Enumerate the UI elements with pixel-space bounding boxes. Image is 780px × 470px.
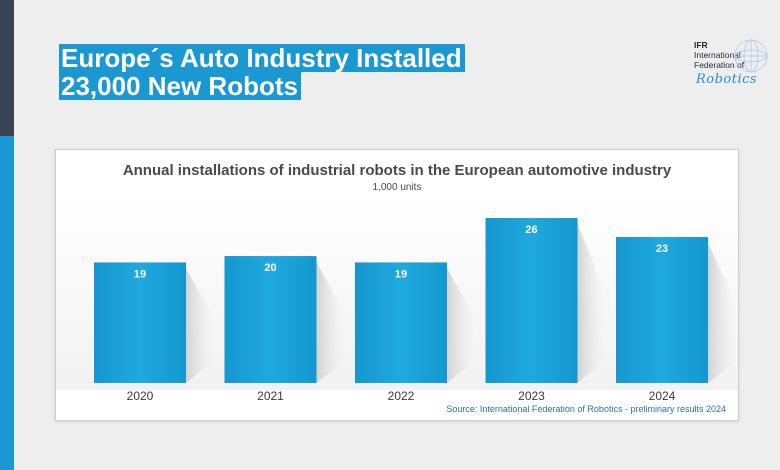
logo-script-robotics: Robotics — [696, 72, 758, 87]
ifr-logo: IFR International Federation of Robotics — [694, 39, 772, 92]
chart-card: 19 20 19 26 23 2020 2021 2022 2023 2024 Annual i… — [55, 149, 739, 421]
data-label-2022: 19 — [395, 268, 407, 280]
x-tick-label-2020: 2020 — [127, 389, 154, 403]
bar-shadow — [186, 268, 214, 383]
x-tick-label-2024: 2024 — [649, 389, 676, 403]
headline-line-2: 23,000 New Robots — [59, 72, 301, 100]
bar-2021 — [224, 256, 317, 383]
bar-shadow — [577, 224, 606, 383]
chart-title: Annual installations of industrial robot… — [122, 162, 672, 179]
x-tick-label-2021: 2021 — [257, 389, 284, 403]
bar-shadow — [708, 243, 736, 383]
data-label-2020: 19 — [134, 268, 146, 280]
bar-2020 — [94, 262, 186, 383]
data-label-2023: 26 — [525, 224, 537, 236]
data-label-2024: 23 — [656, 243, 668, 255]
logo-text-ifr: IFR — [694, 40, 708, 50]
bar-shadow — [316, 262, 345, 383]
logo-text-federation: Federation of — [694, 60, 745, 70]
sidebar-blue-stripe — [0, 136, 14, 470]
logo-text-international: International — [694, 50, 741, 60]
x-tick-label-2022: 2022 — [388, 389, 415, 403]
headline-line-1: Europe´s Auto Industry Installed — [59, 44, 465, 72]
bar-2022 — [355, 262, 447, 383]
bar-shadow — [447, 268, 475, 383]
chart-source-note: Source: International Federation of Robo… — [446, 404, 726, 414]
headline: Europe´s Auto Industry Installed 23,000 … — [59, 44, 465, 100]
sidebar-dark-stripe — [0, 0, 14, 136]
x-tick-label-2023: 2023 — [518, 389, 545, 403]
chart-subtitle: 1,000 units — [372, 182, 422, 193]
bar-chart: 19 20 19 26 23 2020 2021 2022 2023 2024 — [56, 190, 738, 403]
globe-icon — [734, 39, 768, 73]
bar-2024 — [616, 237, 708, 383]
bar-2023 — [485, 218, 578, 383]
data-label-2021: 20 — [264, 262, 276, 274]
